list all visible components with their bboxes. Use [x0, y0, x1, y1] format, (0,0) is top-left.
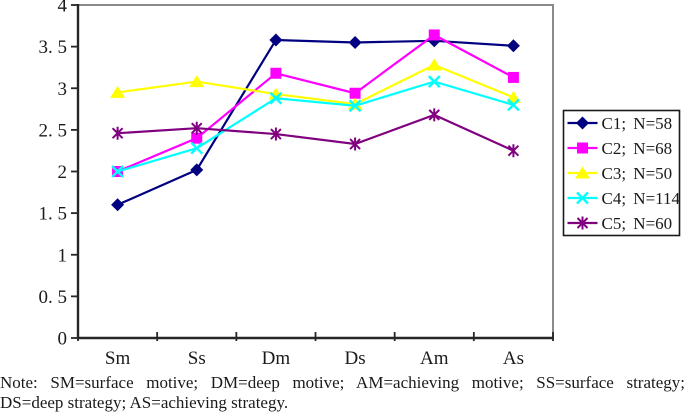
legend-marker-C4: [576, 191, 589, 205]
marker-C4-Sm: [111, 165, 124, 178]
legend-label-C4: C4; N=114: [602, 189, 681, 208]
plot-area-border: [77, 4, 554, 339]
legend-marker-C5: [576, 216, 589, 230]
marker-C4-Ds: [348, 99, 362, 113]
x-tick-label-Sm: Sm: [105, 348, 131, 369]
y-tick-label: 3: [58, 79, 68, 100]
y-tick-label: 2. 5: [39, 120, 68, 141]
chart-svg: 4 3. 5 3 2. 5 2 1. 5 1 0. 5 0 Sm Ss Dm Ds Am As C1; N=5…: [39, 0, 681, 369]
marker-C4-Ss: [190, 141, 204, 155]
x-tick-label-Am: Am: [420, 348, 449, 369]
note-line-2: DS=deep strategy; AS=achieving strategy.: [0, 393, 289, 412]
marker-C4-As: [507, 98, 520, 112]
marker-C1-Dm: [269, 33, 283, 47]
series-line-C3: [117, 63, 514, 106]
marker-C2-Dm: [270, 67, 282, 79]
marker-C5-Am: [428, 108, 440, 122]
marker-C3-Ds: [347, 97, 363, 110]
x-tick-label-Ds: Ds: [345, 348, 366, 369]
marker-C3-Am: [426, 58, 442, 71]
y-tick-label: 4: [58, 0, 68, 17]
legend-marker-C3: [575, 166, 590, 179]
marker-C1-Sm: [111, 198, 125, 212]
marker-C5-Sm: [111, 126, 124, 140]
series-line-C2: [117, 33, 514, 173]
figure-note: Note: SM=surface motive; DM=deep motive;…: [0, 373, 685, 413]
y-tick-label: 0. 5: [39, 287, 68, 308]
legend-label-C5: C5; N=60: [602, 214, 673, 233]
marker-C3-Sm: [110, 85, 126, 98]
legend-label-C3: C3; N=50: [602, 164, 673, 183]
marker-C2-Am: [428, 29, 440, 41]
marker-C4-Dm: [269, 91, 283, 105]
marker-C5-Dm: [270, 127, 282, 141]
marker-C5-As: [507, 144, 520, 158]
marker-C2-Ds: [349, 87, 361, 99]
y-tick-label: 3. 5: [39, 37, 68, 58]
marker-C2-Ss: [191, 132, 203, 144]
x-tick-label-Ss: Ss: [188, 348, 206, 369]
y-tick-label: 2: [58, 162, 68, 183]
marker-C5-Ds: [349, 137, 361, 151]
marker-C2-As: [507, 71, 519, 83]
y-tick-label: 1: [58, 245, 68, 266]
legend-marker-C2: [577, 142, 588, 154]
legend-label-C2: C2; N=68: [602, 139, 673, 158]
marker-C4-Am: [427, 75, 441, 88]
legend-label-C1: C1; N=58: [602, 114, 673, 133]
note-line-1: Note: SM=surface motive; DM=deep motive;…: [0, 373, 685, 392]
x-tick-label-As: As: [503, 348, 524, 369]
marker-C5-Ss: [191, 121, 203, 135]
series-line-C4: [117, 80, 514, 173]
y-tick-label: 0: [58, 329, 68, 350]
y-tick-label: 1. 5: [39, 204, 68, 225]
x-tick-label-Dm: Dm: [262, 348, 291, 369]
series-line-C5: [117, 113, 514, 152]
legend-marker-C1: [576, 116, 589, 130]
marker-C1-Ds: [348, 35, 362, 49]
marker-C1-Ss: [190, 163, 204, 177]
marker-C3-Dm: [268, 87, 284, 100]
marker-C3-Ss: [189, 75, 205, 88]
marker-C1-As: [506, 39, 520, 53]
